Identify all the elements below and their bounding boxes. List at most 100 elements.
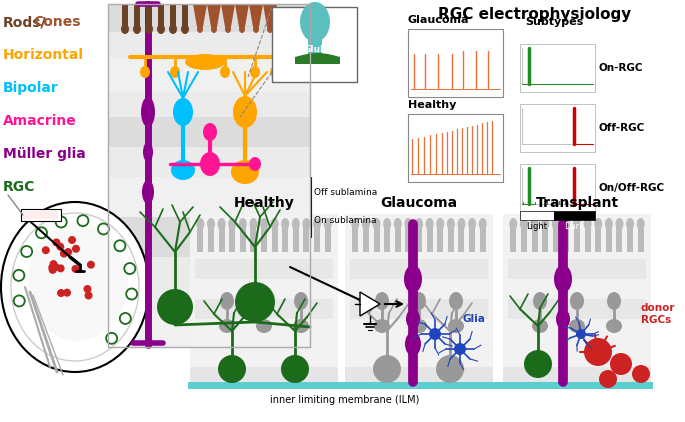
Circle shape <box>63 289 71 297</box>
Circle shape <box>56 243 64 251</box>
Ellipse shape <box>294 292 308 310</box>
Circle shape <box>84 285 92 293</box>
Circle shape <box>632 365 650 383</box>
Bar <box>638 224 644 252</box>
Ellipse shape <box>415 218 423 230</box>
Bar <box>373 224 379 252</box>
Text: Glia: Glia <box>463 314 486 324</box>
Circle shape <box>610 353 632 375</box>
Ellipse shape <box>436 218 445 230</box>
Bar <box>108 4 310 347</box>
Bar <box>345 367 493 382</box>
Ellipse shape <box>257 292 271 310</box>
Ellipse shape <box>28 223 128 341</box>
Ellipse shape <box>533 292 547 310</box>
Bar <box>469 224 475 252</box>
Polygon shape <box>263 4 277 27</box>
Ellipse shape <box>142 180 154 204</box>
Ellipse shape <box>211 25 217 33</box>
Polygon shape <box>249 4 263 27</box>
Ellipse shape <box>249 218 258 230</box>
Bar <box>170 4 176 27</box>
Text: donor
RGCs: donor RGCs <box>641 303 675 325</box>
Ellipse shape <box>405 332 421 356</box>
Ellipse shape <box>228 218 236 230</box>
Circle shape <box>454 343 466 355</box>
Ellipse shape <box>605 218 613 230</box>
Ellipse shape <box>532 319 548 333</box>
Bar <box>108 4 310 347</box>
Ellipse shape <box>239 218 247 230</box>
Circle shape <box>599 370 617 388</box>
Text: Cones: Cones <box>34 15 81 29</box>
Ellipse shape <box>225 25 231 33</box>
Bar <box>108 177 310 217</box>
Ellipse shape <box>520 218 528 230</box>
Bar <box>532 224 538 252</box>
Text: Healthy: Healthy <box>234 196 295 210</box>
Ellipse shape <box>373 218 381 230</box>
Bar <box>408 29 503 97</box>
Ellipse shape <box>607 292 621 310</box>
Ellipse shape <box>271 218 279 230</box>
Bar <box>108 57 310 92</box>
Polygon shape <box>221 4 235 27</box>
Ellipse shape <box>300 2 330 42</box>
Ellipse shape <box>468 218 476 230</box>
Bar <box>208 224 214 252</box>
Bar <box>520 104 595 152</box>
Ellipse shape <box>447 218 455 230</box>
Bar <box>503 367 651 382</box>
Ellipse shape <box>479 218 486 230</box>
Ellipse shape <box>219 319 235 333</box>
Bar <box>363 224 369 252</box>
Bar <box>303 224 310 252</box>
Bar <box>108 4 310 32</box>
Circle shape <box>64 248 72 256</box>
Ellipse shape <box>267 25 273 33</box>
Bar <box>606 224 612 252</box>
Ellipse shape <box>448 319 464 333</box>
Bar <box>182 4 188 27</box>
Bar <box>352 224 358 252</box>
Ellipse shape <box>303 218 310 230</box>
Bar <box>146 4 152 27</box>
Ellipse shape <box>249 157 261 171</box>
Ellipse shape <box>615 218 623 230</box>
Text: Off-RGC: Off-RGC <box>599 123 645 133</box>
Ellipse shape <box>313 218 321 230</box>
Ellipse shape <box>636 218 645 230</box>
Circle shape <box>429 328 441 340</box>
Bar <box>272 7 357 82</box>
Circle shape <box>436 355 464 383</box>
Bar <box>520 164 595 212</box>
Text: inner limiting membrane (ILM): inner limiting membrane (ILM) <box>271 395 420 405</box>
Bar <box>195 259 333 279</box>
Bar <box>108 217 310 257</box>
Bar <box>406 224 412 252</box>
Ellipse shape <box>207 218 215 230</box>
Text: Off sublamina: Off sublamina <box>314 187 377 197</box>
Bar <box>595 224 601 252</box>
Text: RGC: RGC <box>3 180 36 194</box>
Ellipse shape <box>218 218 225 230</box>
Ellipse shape <box>143 142 153 162</box>
Bar <box>521 224 527 252</box>
Ellipse shape <box>1 202 149 372</box>
Ellipse shape <box>170 66 180 78</box>
Circle shape <box>49 260 58 268</box>
Bar <box>574 224 580 252</box>
Circle shape <box>281 355 309 383</box>
Ellipse shape <box>282 218 289 230</box>
Ellipse shape <box>606 319 622 333</box>
Ellipse shape <box>270 66 280 78</box>
Ellipse shape <box>584 218 592 230</box>
Ellipse shape <box>573 218 581 230</box>
Ellipse shape <box>181 24 189 34</box>
Ellipse shape <box>200 152 220 176</box>
Ellipse shape <box>425 218 434 230</box>
Bar <box>508 299 646 319</box>
Ellipse shape <box>239 25 245 33</box>
Text: Light: Light <box>526 222 547 231</box>
Circle shape <box>71 265 79 273</box>
